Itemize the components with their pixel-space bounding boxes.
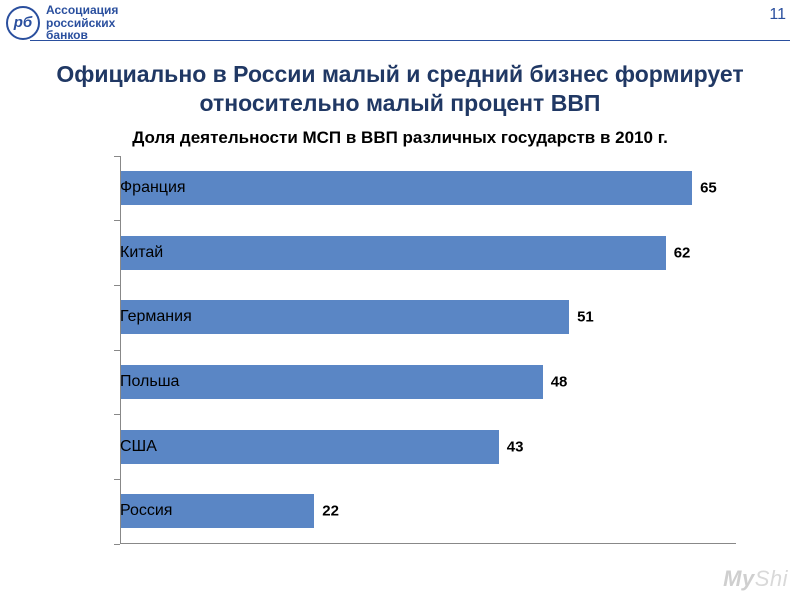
y-tick: [114, 156, 120, 157]
bar: 65: [121, 171, 692, 205]
slide: рб Ассоциация российских банков 11 Офици…: [0, 0, 800, 600]
slide-title: Официально в России малый и средний бизн…: [24, 60, 776, 118]
bar-value-label: 51: [569, 309, 594, 326]
page-number: 11: [769, 4, 786, 24]
logo-icon: рб: [6, 6, 40, 40]
chart-title: Доля деятельности МСП в ВВП различных го…: [0, 128, 800, 148]
y-tick: [114, 479, 120, 480]
bar-value-label: 65: [692, 179, 717, 196]
logo: рб Ассоциация российских банков: [6, 4, 118, 42]
bar-value-label: 62: [666, 244, 691, 261]
watermark: MyShi: [723, 566, 788, 592]
bar-value-label: 22: [314, 503, 339, 520]
bar: 43: [121, 430, 499, 464]
header-divider: [30, 40, 790, 41]
logo-line1: Ассоциация: [46, 4, 118, 17]
bar: 48: [121, 365, 543, 399]
logo-text: Ассоциация российских банков: [46, 4, 118, 42]
y-tick: [114, 285, 120, 286]
chart-plot: 65 62 51 48 43 22: [120, 156, 736, 544]
category-label: Франция: [120, 179, 132, 197]
bar-value-label: 43: [499, 438, 524, 455]
chart: 65 62 51 48 43 22 Франция Китай Германия Польша С…: [16, 156, 760, 564]
y-tick: [114, 350, 120, 351]
category-label: США: [120, 438, 132, 456]
category-label: Польша: [120, 373, 132, 391]
category-label: Россия: [120, 502, 132, 520]
watermark-text: Shi: [755, 566, 788, 591]
y-tick: [114, 220, 120, 221]
y-tick: [114, 544, 120, 545]
y-tick: [114, 414, 120, 415]
bar-value-label: 48: [543, 373, 568, 390]
bar: 62: [121, 236, 666, 270]
category-label: Германия: [120, 308, 132, 326]
category-label: Китай: [120, 244, 132, 262]
